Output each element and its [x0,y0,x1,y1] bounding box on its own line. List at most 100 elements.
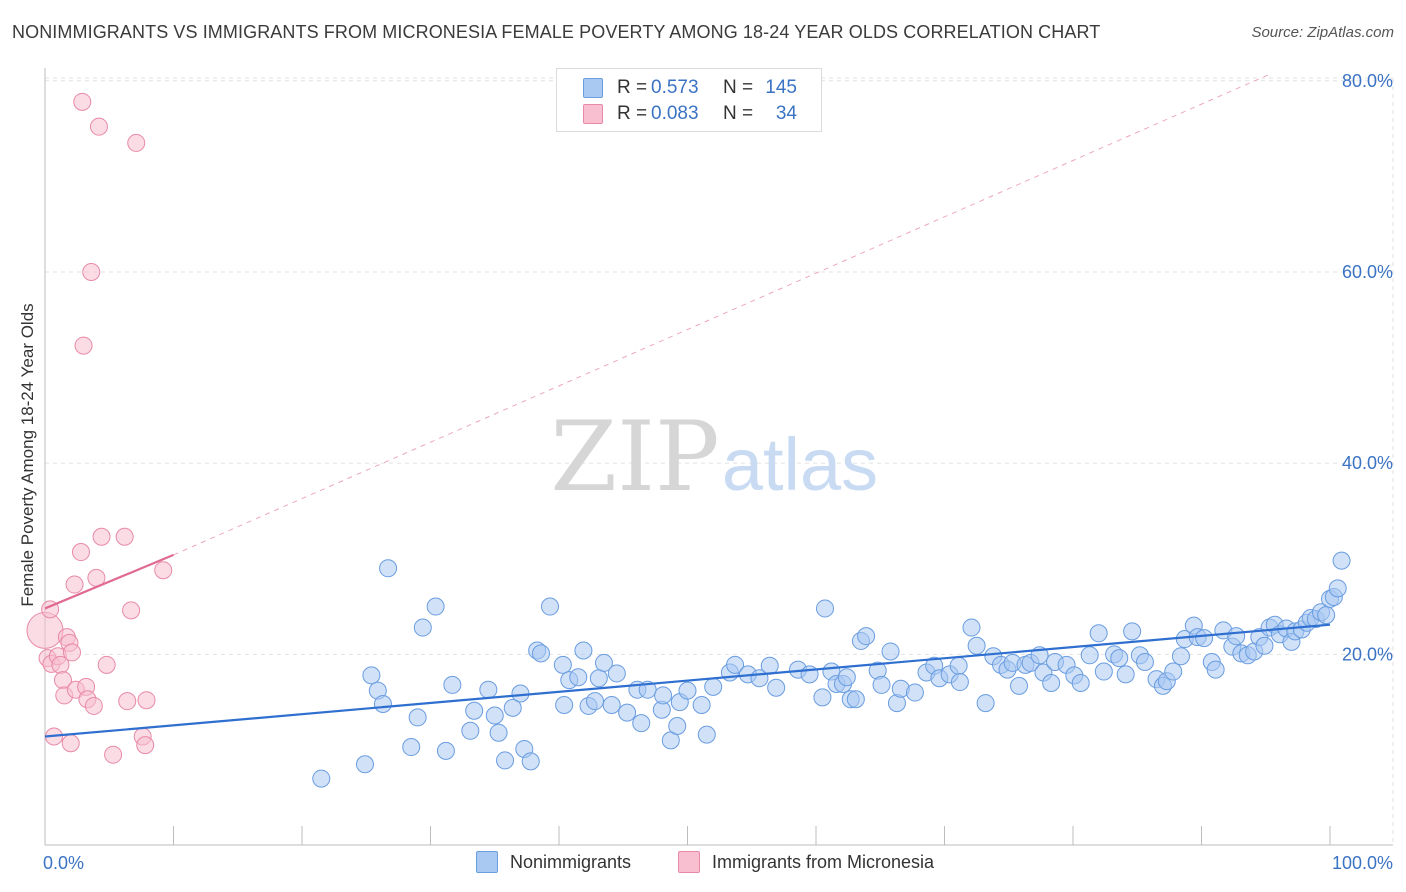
micronesia-point [122,601,141,620]
legend-r-label: R = [617,77,648,98]
nonimmigrant-point [541,597,560,616]
nonimmigrant-point [632,714,651,733]
legend-swatch-pink [583,104,603,124]
nonimmigrant-point [379,559,398,578]
watermark-atlas: atlas [722,423,878,506]
nonimmigrant-point [1089,624,1108,643]
nonimmigrant-points [312,551,1351,788]
nonimmigrant-point [373,695,392,714]
micronesia-point [89,117,108,136]
nonimmigrant-point [654,686,673,705]
nonimmigrant-point [1123,622,1142,641]
nonimmigrant-point [443,675,462,694]
legend-n-label: N = [723,103,754,124]
micronesia-point [26,611,64,649]
nonimmigrant-point [1080,646,1099,665]
nonimmigrant-point [1042,674,1061,693]
micronesia-point [74,336,93,355]
nonimmigrant-point [881,642,900,661]
micronesia-point [62,643,81,662]
legend-n-value: 145 [765,77,797,98]
nonimmigrant-point [485,706,504,725]
nonimmigrant-point [967,636,986,655]
legend-row-micronesia: R = 0.083 N = 34 [583,103,797,125]
nonimmigrant-point [1164,662,1183,681]
micronesia-point [92,527,111,546]
series-legend-nonimmigrants[interactable]: Nonimmigrants [476,851,631,873]
nonimmigrant-point [976,694,995,713]
tick-labels: 20.0% 40.0% 60.0% 80.0% 0.0% 100.0% [43,71,1393,873]
nonimmigrant-point [555,695,574,714]
nonimmigrant-point [1010,676,1029,695]
nonimmigrant-point [602,695,621,714]
legend-n-label: N = [723,77,754,98]
nonimmigrant-point [362,666,381,685]
nonimmigrant-point [618,703,637,722]
series-swatch-pink [678,851,700,873]
nonimmigrant-point [872,675,891,694]
nonimmigrant-point [1135,652,1154,671]
nonimmigrant-trend-line [44,623,1331,738]
nonimmigrant-point [503,698,522,717]
x-tick-label: 0.0% [43,853,84,873]
micronesia-point [127,133,146,152]
nonimmigrant-point [1071,674,1090,693]
nonimmigrant-point [402,738,421,757]
micronesia-point [84,696,103,715]
series-swatch-blue [476,851,498,873]
nonimmigrant-point [574,641,593,660]
y-tick-label: 20.0% [1342,644,1393,664]
micronesia-point [137,691,156,710]
micronesia-trend-line [44,553,174,610]
micronesia-point [73,92,92,111]
series-legend: Nonimmigrants Immigrants from Micronesia [0,851,1406,877]
micronesia-point [61,734,80,753]
nonimmigrant-point [479,680,498,699]
nonimmigrant-point [589,669,608,688]
trend-lines [44,72,1331,738]
micronesia-point [82,262,101,281]
nonimmigrant-point [1094,662,1113,681]
micronesia-point [136,736,155,755]
nonimmigrant-point [553,655,572,674]
nonimmigrant-point [704,677,723,696]
legend-r-label: R = [617,103,648,124]
nonimmigrant-point [521,752,540,771]
nonimmigrant-point [857,627,876,646]
micronesia-point [154,561,173,580]
watermark: ZIP atlas [550,401,878,513]
nonimmigrant-point [767,678,786,697]
legend-swatch-blue [583,78,603,98]
nonimmigrant-point [355,755,374,774]
legend-n-value: 34 [775,103,797,124]
series-legend-label: Nonimmigrants [510,851,632,872]
watermark-zip: ZIP [550,401,719,513]
y-tick-label: 40.0% [1342,453,1393,473]
nonimmigrant-point [846,690,865,709]
nonimmigrant-point [813,688,832,707]
series-legend-micronesia[interactable]: Immigrants from Micronesia [678,851,934,873]
legend-r-value: 0.083 [651,103,699,124]
source-credit: Source: ZipAtlas.com [1251,24,1394,41]
nonimmigrant-point [1332,551,1351,570]
nonimmigrant-point [594,653,613,672]
micronesia-points [26,92,173,764]
nonimmigrant-point [426,597,445,616]
series-legend-label: Immigrants from Micronesia [712,851,935,872]
nonimmigrant-point [461,721,480,740]
nonimmigrant-point [1206,660,1225,679]
nonimmigrant-point [489,723,508,742]
legend-row-nonimmigrants: R = 0.573 N = 145 [583,77,797,99]
micronesia-point [97,655,116,674]
nonimmigrant-point [1110,649,1129,668]
nonimmigrant-point [815,599,834,618]
nonimmigrant-point [1171,647,1190,666]
micronesia-point [115,527,134,546]
micronesia-point [118,692,137,711]
nonimmigrant-point [511,684,530,703]
y-axis-label: Female Poverty Among 18-24 Year Olds [18,303,37,607]
nonimmigrant-point [1195,629,1214,648]
y-tick-label: 80.0% [1342,71,1393,91]
nonimmigrant-point [1116,665,1135,684]
nonimmigrant-point [678,681,697,700]
